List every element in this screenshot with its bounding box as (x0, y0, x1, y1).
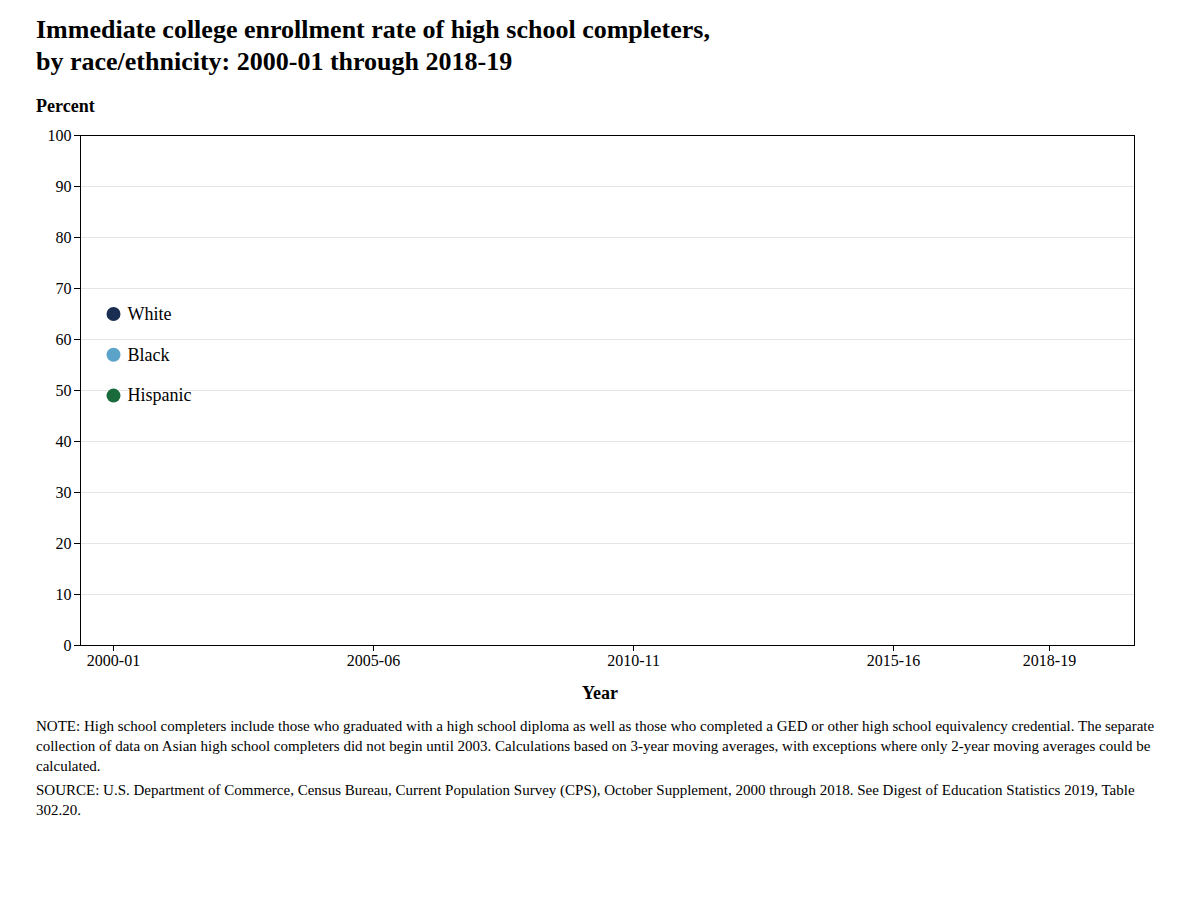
html-text:NOTE: High school completers i: NOTE: High school completers include tho… (36, 718, 1155, 774)
svg-text:Black: Black (128, 345, 170, 365)
svg-text:0: 0 (64, 637, 72, 654)
svg-text:2018-19: 2018-19 (1023, 652, 1076, 669)
html-text:Immediate college enrollment r: Immediate college enrollment rate of hig… (36, 15, 710, 44)
svg-text:10: 10 (56, 586, 72, 603)
html-text:Percent: Percent (36, 96, 95, 116)
svg-text:100: 100 (48, 127, 72, 144)
svg-text:2015-16: 2015-16 (867, 652, 920, 669)
svg-text:2010-11: 2010-11 (607, 652, 660, 669)
html-text:by race/ethnicity: 2000-01 thr: by race/ethnicity: 2000-01 through 2018-… (36, 47, 513, 76)
svg-text:60: 60 (56, 331, 72, 348)
svg-text:80: 80 (56, 229, 72, 246)
svg-text:30: 30 (56, 484, 72, 501)
svg-text:White: White (128, 304, 172, 324)
svg-text:2000-01: 2000-01 (87, 652, 140, 669)
svg-text:70: 70 (56, 280, 72, 297)
svg-text:50: 50 (56, 382, 72, 399)
svg-text:90: 90 (56, 178, 72, 195)
html-text:Year: Year (582, 683, 618, 703)
svg-text:20: 20 (56, 535, 72, 552)
html-text:SOURCE: U.S. Department of Com: SOURCE: U.S. Department of Commerce, Cen… (36, 782, 1135, 818)
svg-text:2005-06: 2005-06 (347, 652, 400, 669)
svg-text:40: 40 (56, 433, 72, 450)
svg-text:Hispanic: Hispanic (128, 385, 192, 405)
